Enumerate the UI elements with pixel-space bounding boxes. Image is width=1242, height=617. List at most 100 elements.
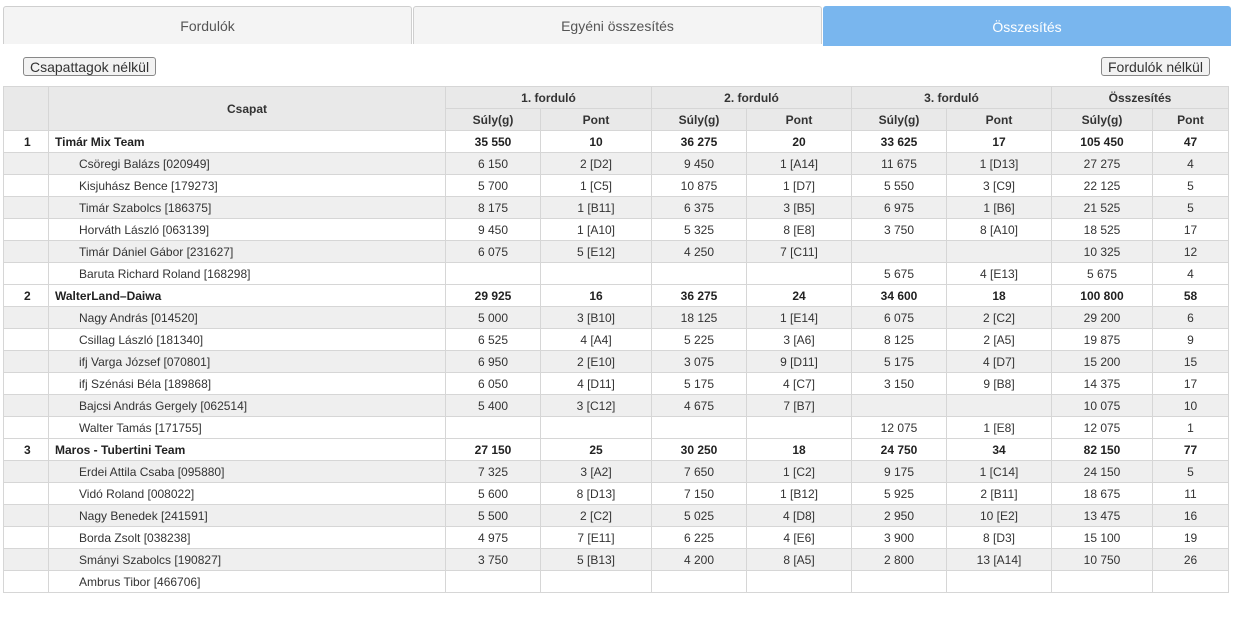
- member-points-cell: 8 [E8]: [746, 218, 852, 241]
- member-points-cell: 2 [A5]: [946, 328, 1052, 351]
- member-points-cell: [540, 570, 652, 593]
- member-weight-cell: 12 075: [851, 416, 947, 439]
- member-points-cell: 3 [C12]: [540, 394, 652, 417]
- member-rank-empty: [3, 196, 49, 219]
- member-weight-cell: 5 675: [851, 262, 947, 285]
- member-rank-empty: [3, 394, 49, 417]
- member-rank-empty: [3, 350, 49, 373]
- member-points-cell: 8 [D13]: [540, 482, 652, 505]
- member-name: Ambrus Tibor [466706]: [48, 570, 446, 593]
- member-points-cell: 1 [A14]: [746, 152, 852, 175]
- member-weight-cell: 5 400: [445, 394, 541, 417]
- member-row: Timár Dániel Gábor [231627] 6 075 5 [E12] 4…: [3, 240, 1229, 263]
- member-weight-cell: [445, 262, 541, 285]
- team-weight-cell: 24 750: [851, 438, 947, 461]
- member-row: ifj Szénási Béla [189868] 6 050 4 [D11] 5 1…: [3, 372, 1229, 395]
- member-weight-cell: 6 150: [445, 152, 541, 175]
- member-weight-cell: 5 550: [851, 174, 947, 197]
- member-name: Nagy András [014520]: [48, 306, 446, 329]
- member-rank-empty: [3, 526, 49, 549]
- member-points-cell: [746, 570, 852, 593]
- team-points-cell: 18: [746, 438, 852, 461]
- member-points-cell: 1 [C14]: [946, 460, 1052, 483]
- member-rank-empty: [3, 240, 49, 263]
- member-points-cell: 8 [A10]: [946, 218, 1052, 241]
- team-weight-cell: 35 550: [445, 130, 541, 153]
- tab-bar: Fordulók Egyéni összesítés Összesítés: [3, 6, 1231, 46]
- member-weight-cell: [651, 416, 747, 439]
- team-row: 2 WalterLand–Daiwa 29 925 16 36 275 24 34 600 1…: [3, 284, 1229, 307]
- member-points-cell: 5 [E12]: [540, 240, 652, 263]
- team-weight-cell: 105 450: [1051, 130, 1153, 153]
- member-weight-cell: 5 000: [445, 306, 541, 329]
- tab-individual-summary[interactable]: Egyéni összesítés: [413, 6, 822, 44]
- member-points-cell: 2 [B11]: [946, 482, 1052, 505]
- team-points-cell: 18: [946, 284, 1052, 307]
- member-points-cell: 2 [E10]: [540, 350, 652, 373]
- weight-header: Súly(g): [445, 108, 541, 131]
- member-rank-empty: [3, 174, 49, 197]
- member-points-cell: 5: [1152, 174, 1229, 197]
- member-weight-cell: 6 975: [851, 196, 947, 219]
- without-team-members-button[interactable]: Csapattagok nélkül: [23, 57, 157, 76]
- results-table: Csapat 1. forduló 2. forduló 3. forduló …: [3, 86, 1229, 593]
- without-rounds-button[interactable]: Fordulók nélkül: [1101, 57, 1210, 76]
- member-points-cell: 1 [C5]: [540, 174, 652, 197]
- member-points-cell: 4 [C7]: [746, 372, 852, 395]
- member-weight-cell: 2 950: [851, 504, 947, 527]
- team-points-cell: 20: [746, 130, 852, 153]
- member-name: Csöregi Balázs [020949]: [48, 152, 446, 175]
- team-weight-cell: 34 600: [851, 284, 947, 307]
- member-row: Ambrus Tibor [466706]: [3, 570, 1229, 593]
- member-rank-empty: [3, 372, 49, 395]
- tab-rounds[interactable]: Fordulók: [3, 6, 412, 44]
- member-points-cell: 17: [1152, 372, 1229, 395]
- member-points-cell: 4 [E13]: [946, 262, 1052, 285]
- member-rank-empty: [3, 504, 49, 527]
- member-weight-cell: [445, 416, 541, 439]
- member-weight-cell: 4 200: [651, 548, 747, 571]
- member-weight-cell: 3 075: [651, 350, 747, 373]
- member-row: Nagy András [014520] 5 000 3 [B10] 18 125 1 …: [3, 306, 1229, 329]
- member-points-cell: 3 [A6]: [746, 328, 852, 351]
- member-weight-cell: 19 875: [1051, 328, 1153, 351]
- points-header: Pont: [1152, 108, 1229, 131]
- member-points-cell: 2 [C2]: [540, 504, 652, 527]
- team-weight-cell: 30 250: [651, 438, 747, 461]
- team-weight-cell: 100 800: [1051, 284, 1153, 307]
- member-points-cell: [1152, 570, 1229, 593]
- team-header: Csapat: [48, 86, 446, 131]
- round-1-header: 1. forduló: [445, 86, 652, 109]
- member-points-cell: 1 [C2]: [746, 460, 852, 483]
- member-weight-cell: 6 375: [651, 196, 747, 219]
- member-name: Vidó Roland [008022]: [48, 482, 446, 505]
- member-name: Baruta Richard Roland [168298]: [48, 262, 446, 285]
- member-points-cell: 8 [A5]: [746, 548, 852, 571]
- member-points-cell: 3 [A2]: [540, 460, 652, 483]
- member-rank-empty: [3, 328, 49, 351]
- member-points-cell: 1 [B11]: [540, 196, 652, 219]
- member-weight-cell: 29 200: [1051, 306, 1153, 329]
- member-points-cell: 6: [1152, 306, 1229, 329]
- member-points-cell: 4 [E6]: [746, 526, 852, 549]
- weight-header: Súly(g): [851, 108, 947, 131]
- team-weight-cell: 36 275: [651, 130, 747, 153]
- member-points-cell: 5: [1152, 196, 1229, 219]
- member-weight-cell: 6 525: [445, 328, 541, 351]
- member-weight-cell: 6 075: [445, 240, 541, 263]
- points-header: Pont: [746, 108, 852, 131]
- points-header: Pont: [946, 108, 1052, 131]
- member-weight-cell: 12 075: [1051, 416, 1153, 439]
- member-weight-cell: [651, 570, 747, 593]
- member-points-cell: 15: [1152, 350, 1229, 373]
- team-points-cell: 10: [540, 130, 652, 153]
- member-weight-cell: 10 750: [1051, 548, 1153, 571]
- member-points-cell: 10: [1152, 394, 1229, 417]
- member-points-cell: [540, 262, 652, 285]
- member-weight-cell: 9 450: [445, 218, 541, 241]
- member-points-cell: 4: [1152, 262, 1229, 285]
- member-weight-cell: 22 125: [1051, 174, 1153, 197]
- member-weight-cell: 5 500: [445, 504, 541, 527]
- tab-summary[interactable]: Összesítés: [823, 6, 1231, 46]
- member-weight-cell: [1051, 570, 1153, 593]
